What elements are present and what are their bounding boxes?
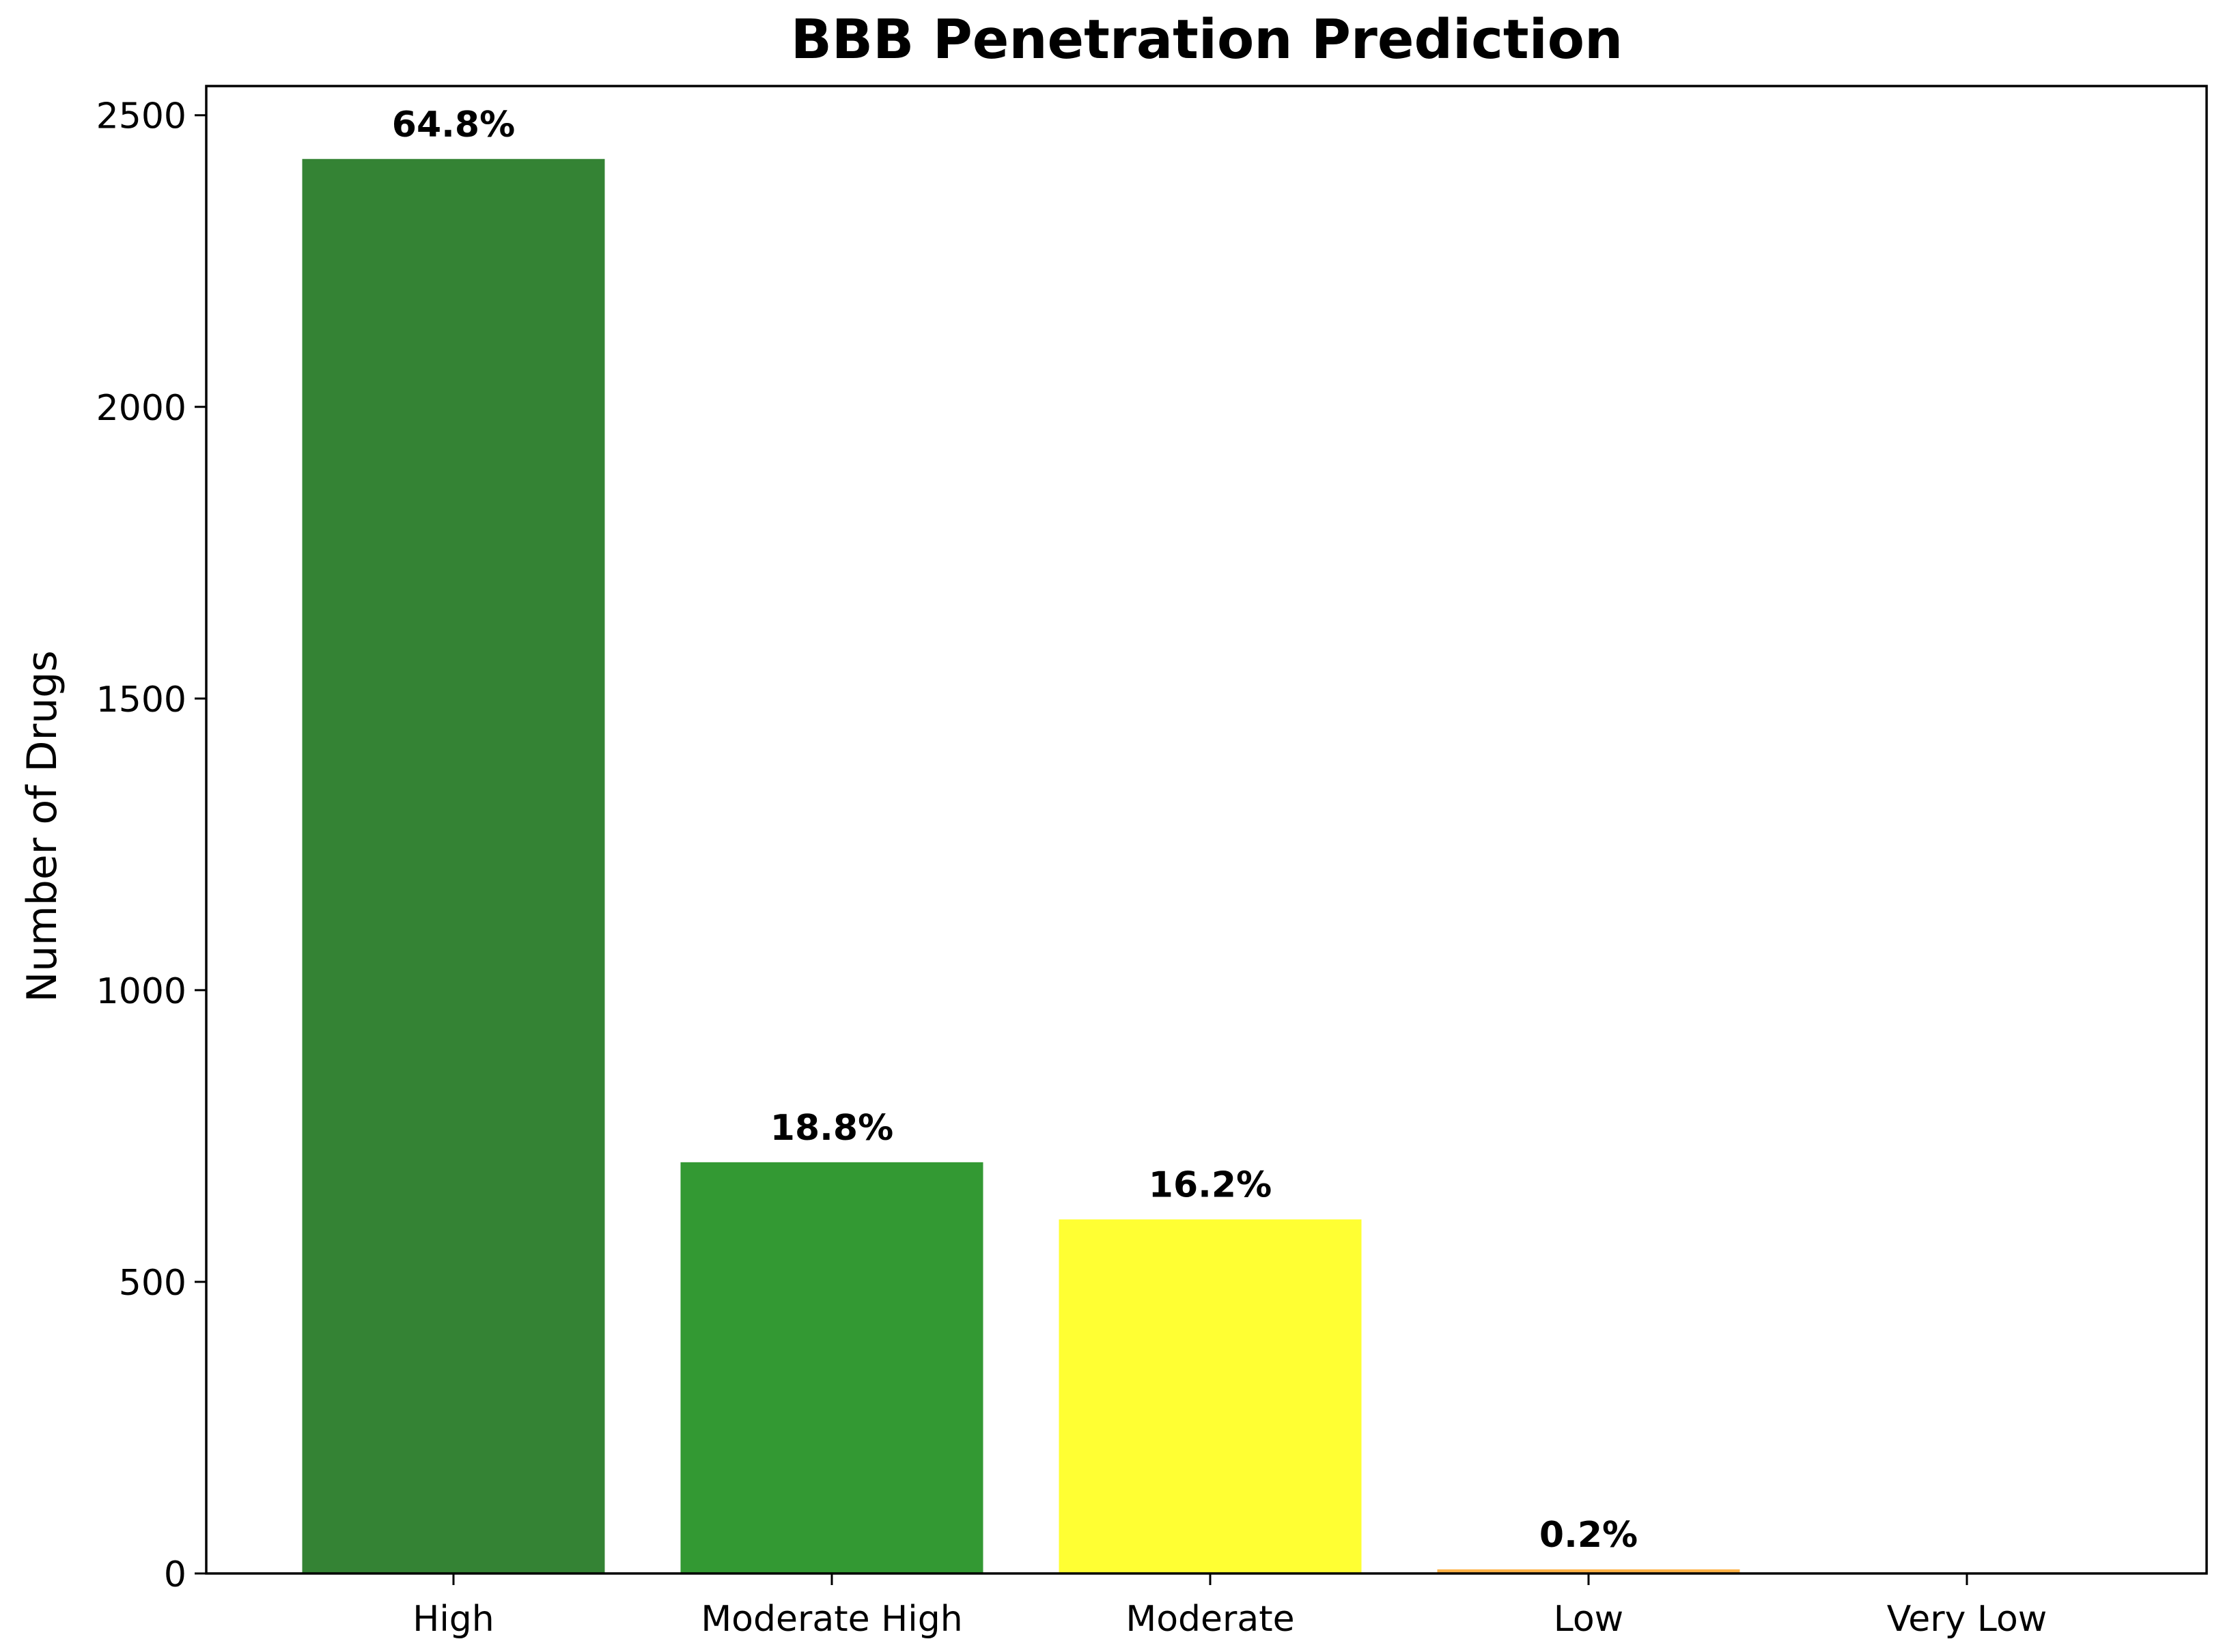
data-label: 16.2%	[1149, 1165, 1272, 1206]
ticks-layer: High Moderate High Moderate Low Very Low 0 500…	[96, 96, 2047, 1640]
y-axis-label: Number of Drugs	[18, 650, 66, 1002]
plot-frame	[205, 85, 2208, 1575]
bar-high	[302, 158, 605, 1574]
data-label: 18.8%	[770, 1108, 893, 1149]
x-tick-label: Very Low	[1887, 1599, 2047, 1640]
data-label: 64.8%	[392, 104, 515, 145]
y-tick-label: 0	[164, 1554, 186, 1595]
x-tick-label: High	[413, 1599, 494, 1640]
bar-moderate-high	[680, 1162, 983, 1573]
y-tick-label: 1500	[96, 680, 186, 720]
bar-low	[1437, 1569, 1740, 1573]
y-tick-label: 2000	[96, 388, 186, 429]
data-label: 0.2%	[1539, 1515, 1638, 1556]
bar-moderate	[1059, 1219, 1362, 1573]
data-labels-layer: 64.8% 18.8% 16.2% 0.2%	[392, 104, 1638, 1556]
chart-title: BBB Penetration Prediction	[791, 8, 1623, 71]
y-tick-label: 2500	[96, 96, 186, 137]
x-tick-label: Moderate	[1126, 1599, 1294, 1640]
x-tick-label: Low	[1554, 1599, 1623, 1640]
y-tick-label: 1000	[96, 971, 186, 1012]
bars-layer	[302, 158, 1740, 1574]
x-tick-label: Moderate High	[701, 1599, 962, 1640]
y-tick-label: 500	[119, 1263, 186, 1304]
